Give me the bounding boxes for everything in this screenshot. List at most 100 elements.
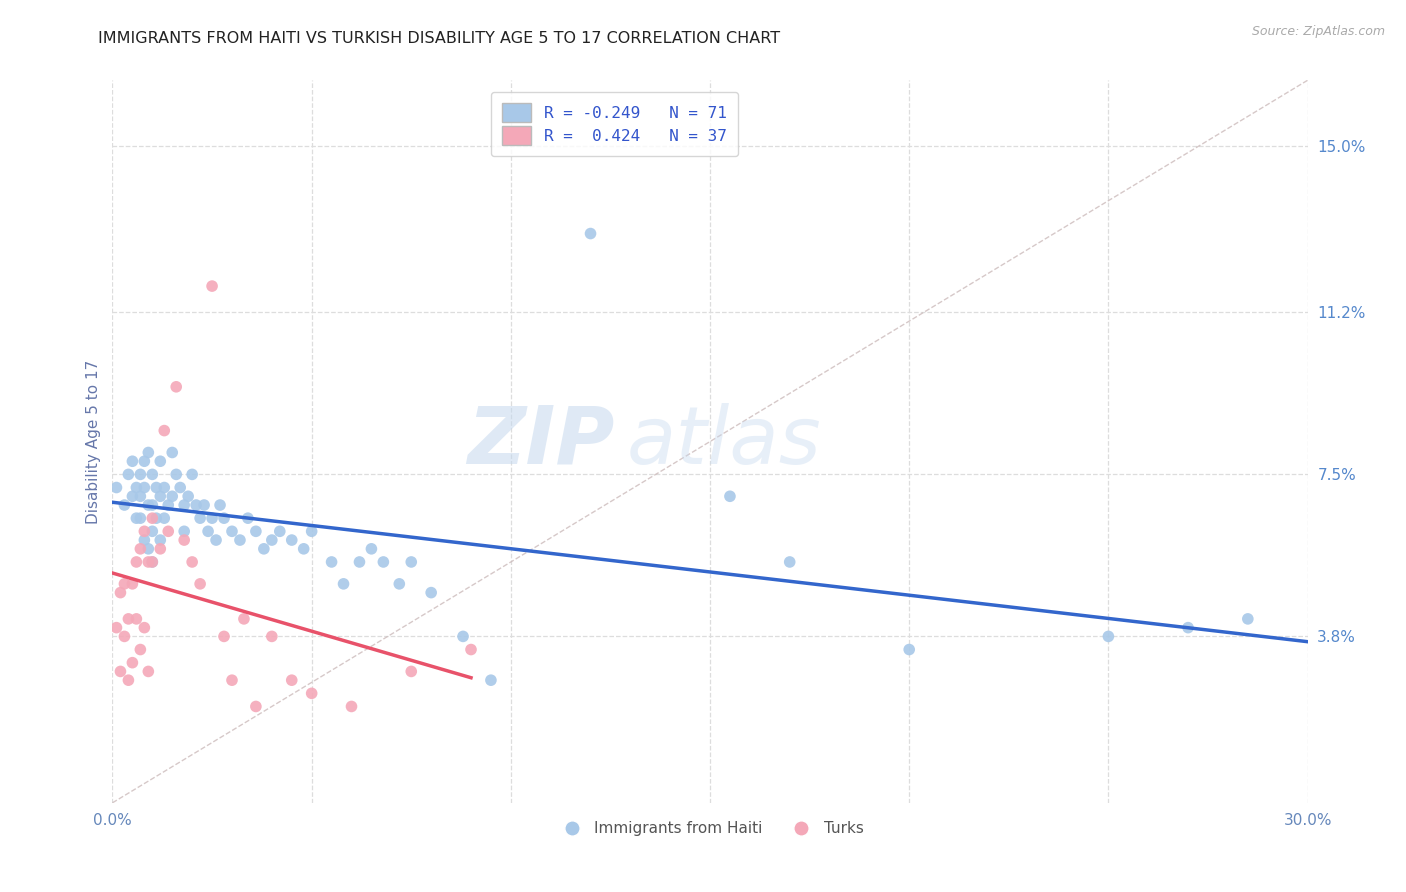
Point xyxy=(301,524,323,539)
Point xyxy=(898,642,921,657)
Point xyxy=(245,699,267,714)
Point xyxy=(1097,629,1119,643)
Point xyxy=(212,629,235,643)
Point xyxy=(121,656,143,670)
Point xyxy=(260,629,283,643)
Point xyxy=(105,481,128,495)
Point xyxy=(173,533,195,547)
Point xyxy=(157,498,180,512)
Point xyxy=(125,612,148,626)
Point xyxy=(138,498,160,512)
Point xyxy=(110,665,132,679)
Point xyxy=(349,555,371,569)
Point xyxy=(141,467,163,482)
Point xyxy=(253,541,276,556)
Point xyxy=(134,524,156,539)
Point xyxy=(236,511,259,525)
Point xyxy=(121,454,143,468)
Point xyxy=(149,541,172,556)
Point xyxy=(401,665,423,679)
Point xyxy=(121,577,143,591)
Point xyxy=(201,511,224,525)
Point xyxy=(153,511,176,525)
Point xyxy=(169,481,191,495)
Point xyxy=(134,454,156,468)
Point xyxy=(209,498,232,512)
Point xyxy=(141,555,163,569)
Point xyxy=(173,524,195,539)
Point xyxy=(460,642,482,657)
Point xyxy=(162,445,183,459)
Point xyxy=(138,665,160,679)
Point xyxy=(157,524,180,539)
Point xyxy=(340,699,363,714)
Point xyxy=(162,489,183,503)
Point xyxy=(301,686,323,700)
Point xyxy=(117,673,139,688)
Point xyxy=(129,642,152,657)
Text: Source: ZipAtlas.com: Source: ZipAtlas.com xyxy=(1251,25,1385,38)
Point xyxy=(141,524,163,539)
Point xyxy=(181,555,204,569)
Point xyxy=(579,227,602,241)
Point xyxy=(181,467,204,482)
Point xyxy=(233,612,256,626)
Point xyxy=(401,555,423,569)
Point xyxy=(1237,612,1260,626)
Point xyxy=(125,511,148,525)
Point xyxy=(149,489,172,503)
Point xyxy=(420,585,443,599)
Point xyxy=(205,533,228,547)
Point xyxy=(332,577,354,591)
Point xyxy=(138,445,160,459)
Point xyxy=(360,541,382,556)
Text: IMMIGRANTS FROM HAITI VS TURKISH DISABILITY AGE 5 TO 17 CORRELATION CHART: IMMIGRANTS FROM HAITI VS TURKISH DISABIL… xyxy=(98,31,780,46)
Point xyxy=(188,577,211,591)
Point xyxy=(281,673,304,688)
Point xyxy=(145,481,167,495)
Point xyxy=(221,673,243,688)
Text: ZIP: ZIP xyxy=(467,402,614,481)
Point xyxy=(201,279,224,293)
Point xyxy=(229,533,252,547)
Point xyxy=(149,454,172,468)
Point xyxy=(129,511,152,525)
Point xyxy=(260,533,283,547)
Point xyxy=(129,467,152,482)
Point xyxy=(193,498,215,512)
Point xyxy=(121,489,143,503)
Point xyxy=(1177,621,1199,635)
Point xyxy=(188,511,211,525)
Point xyxy=(110,585,132,599)
Point xyxy=(138,555,160,569)
Point xyxy=(125,481,148,495)
Point xyxy=(141,498,163,512)
Point xyxy=(321,555,343,569)
Point xyxy=(451,629,474,643)
Point xyxy=(117,612,139,626)
Point xyxy=(165,467,187,482)
Point xyxy=(134,621,156,635)
Point xyxy=(114,498,135,512)
Point xyxy=(245,524,267,539)
Point xyxy=(186,498,208,512)
Point xyxy=(141,555,163,569)
Point xyxy=(117,467,139,482)
Point xyxy=(479,673,502,688)
Point xyxy=(149,533,172,547)
Point xyxy=(114,629,135,643)
Point xyxy=(197,524,219,539)
Point xyxy=(212,511,235,525)
Point xyxy=(281,533,304,547)
Point xyxy=(145,511,167,525)
Point xyxy=(718,489,741,503)
Point xyxy=(779,555,801,569)
Point xyxy=(177,489,200,503)
Point xyxy=(138,541,160,556)
Point xyxy=(292,541,315,556)
Point xyxy=(134,481,156,495)
Point xyxy=(153,424,176,438)
Point xyxy=(269,524,291,539)
Point xyxy=(141,511,163,525)
Legend: Immigrants from Haiti, Turks: Immigrants from Haiti, Turks xyxy=(550,815,870,842)
